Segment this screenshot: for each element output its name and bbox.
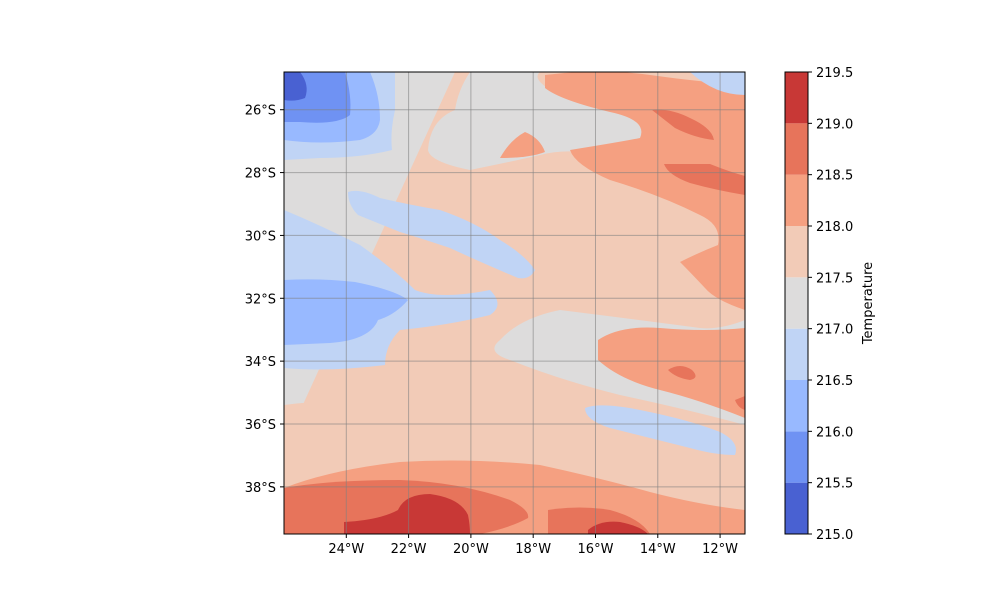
plot-area: 24°W 22°W 20°W 18°W 16°W 14°W 12°W 26°S 28°S 30°… bbox=[245, 72, 745, 558]
colorbar-label: Temperature bbox=[861, 262, 876, 345]
colorbar-ticks: 215.0 215.5 216.0 216.5 217.0 217.5 218.0 218.5… bbox=[808, 66, 853, 543]
colorbar-tick-label: 219.0 bbox=[816, 117, 853, 132]
colorbar-tick-label: 217.0 bbox=[816, 323, 853, 338]
y-tick-label: 26°S bbox=[245, 104, 276, 119]
x-tick-label: 14°W bbox=[640, 542, 676, 557]
colorbar-segment bbox=[785, 483, 808, 534]
y-tick-label: 36°S bbox=[245, 418, 276, 433]
colorbar-tick-label: 216.0 bbox=[816, 425, 853, 440]
colorbar: 215.0 215.5 216.0 216.5 217.0 217.5 218.0 218.5… bbox=[785, 66, 876, 543]
colorbar-tick-label: 215.0 bbox=[816, 528, 853, 543]
x-tick-label: 16°W bbox=[578, 542, 614, 557]
x-tick-label: 18°W bbox=[515, 542, 551, 557]
x-tick-label: 22°W bbox=[391, 542, 427, 557]
colorbar-segment bbox=[785, 72, 808, 123]
colorbar-tick-label: 217.5 bbox=[816, 271, 853, 286]
y-tick-label: 38°S bbox=[245, 481, 276, 496]
contour-fills bbox=[284, 72, 745, 535]
y-axis-ticks: 26°S 28°S 30°S 32°S 34°S 36°S 38°S bbox=[245, 104, 284, 496]
colorbar-segment bbox=[785, 380, 808, 431]
colorbar-segment bbox=[785, 277, 808, 328]
y-tick-label: 30°S bbox=[245, 229, 276, 244]
colorbar-tick-label: 218.0 bbox=[816, 220, 853, 235]
y-tick-label: 28°S bbox=[245, 167, 276, 182]
colorbar-tick-label: 218.5 bbox=[816, 169, 853, 184]
x-axis-ticks: 24°W 22°W 20°W 18°W 16°W 14°W 12°W bbox=[328, 534, 738, 557]
colorbar-tick-label: 216.5 bbox=[816, 374, 853, 389]
x-tick-label: 20°W bbox=[453, 542, 489, 557]
y-tick-label: 34°S bbox=[245, 355, 276, 370]
colorbar-segment bbox=[785, 431, 808, 482]
colorbar-segments bbox=[785, 72, 808, 534]
colorbar-tick-label: 215.5 bbox=[816, 477, 853, 492]
y-tick-label: 32°S bbox=[245, 292, 276, 307]
x-tick-label: 12°W bbox=[702, 542, 738, 557]
colorbar-segment bbox=[785, 123, 808, 174]
colorbar-tick-label: 219.5 bbox=[816, 66, 853, 81]
x-tick-label: 24°W bbox=[328, 542, 364, 557]
colorbar-segment bbox=[785, 329, 808, 380]
colorbar-segment bbox=[785, 175, 808, 226]
colorbar-segment bbox=[785, 226, 808, 277]
